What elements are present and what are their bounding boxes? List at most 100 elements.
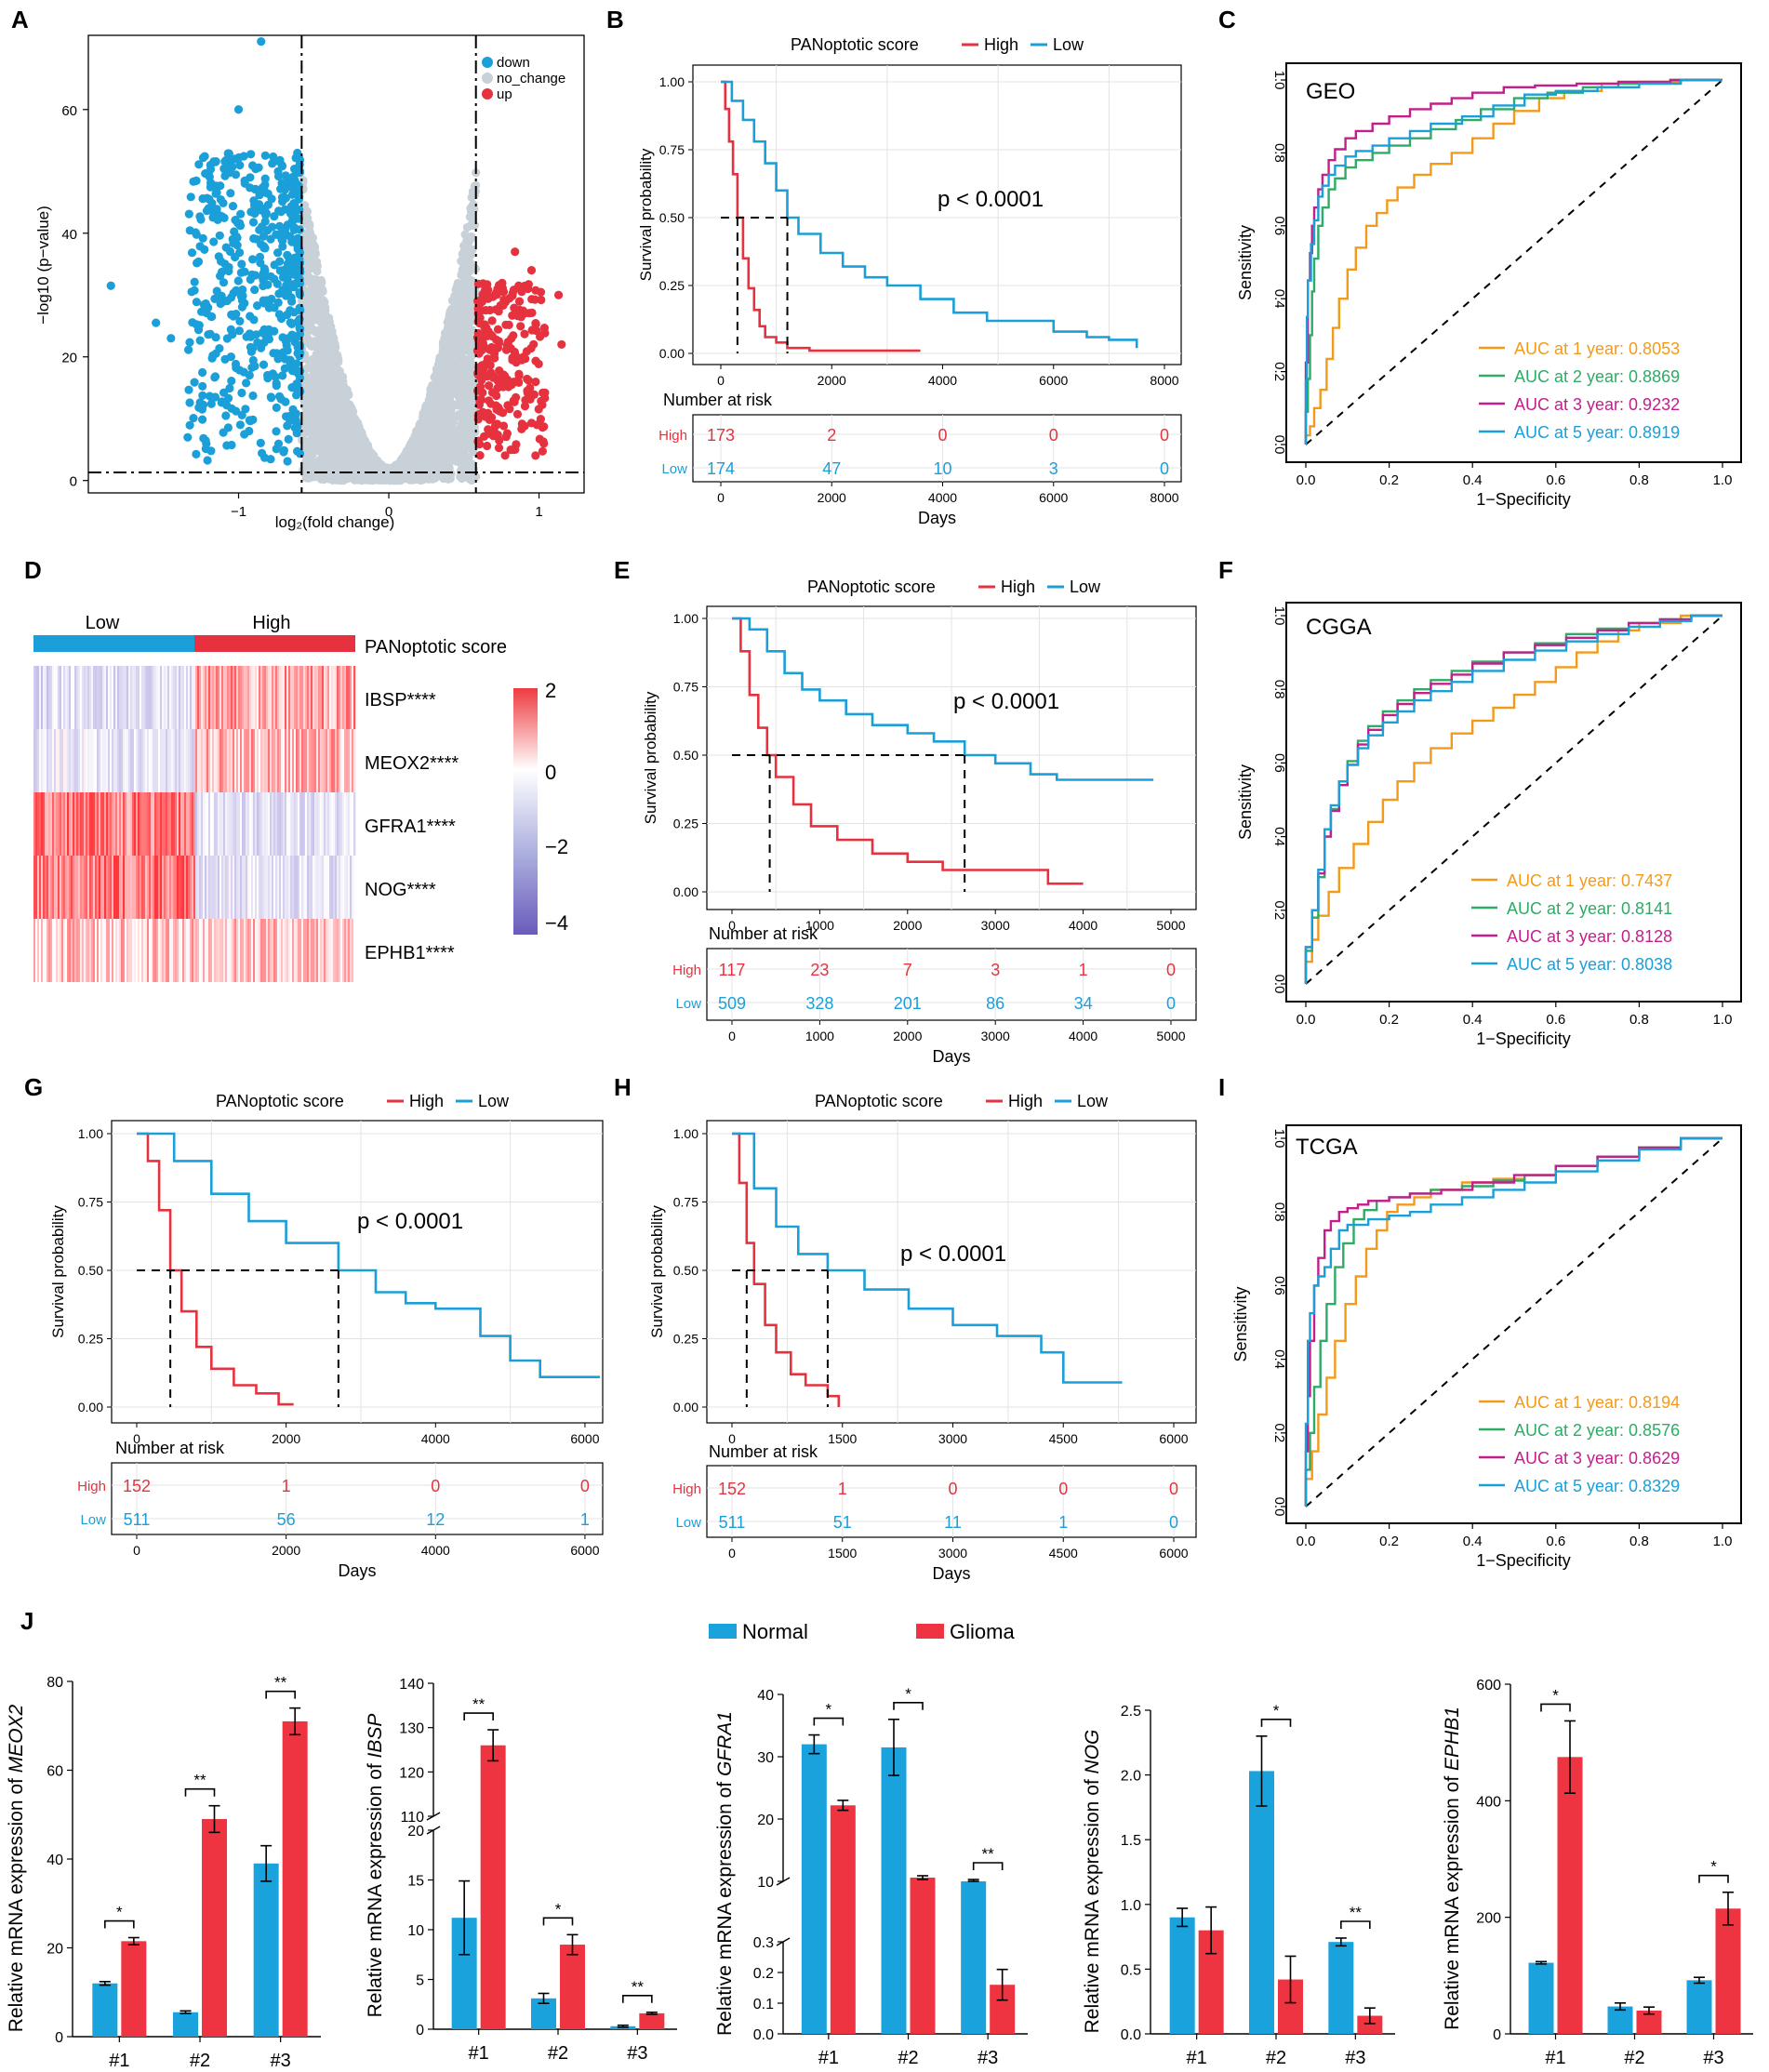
point-no-change [445, 463, 454, 472]
heatmap-cell [216, 729, 219, 792]
risk-value: 1 [1079, 961, 1088, 979]
x-tick-label: −1 [231, 504, 246, 520]
heatmap-cell [292, 729, 295, 792]
heatmap-cell [117, 729, 120, 792]
point-up [538, 446, 548, 456]
x-tick-label: 4000 [421, 1431, 450, 1446]
point-down [190, 378, 199, 387]
point-up [536, 415, 546, 424]
y-tick-label: 0.0 [1271, 435, 1287, 455]
heatmap-cell [238, 666, 241, 729]
point-down [285, 355, 294, 365]
point-down [281, 397, 290, 406]
point-down [198, 194, 207, 204]
point-down [225, 383, 234, 393]
point-no-change [326, 436, 336, 445]
point-up [511, 247, 520, 257]
point-down [289, 283, 299, 292]
legend-dot [482, 88, 493, 100]
heatmap-cell [78, 666, 81, 729]
heatmap-cell [236, 666, 239, 729]
heatmap-cell [255, 666, 258, 729]
heatmap-cell [262, 666, 265, 729]
x-tick-label: 6000 [1039, 373, 1068, 388]
heatmap-cell [270, 666, 273, 729]
heatmap-cell [331, 729, 334, 792]
heatmap-cell [97, 729, 100, 792]
heatmap-cell [112, 666, 114, 729]
point-down [246, 312, 255, 321]
x-tick-label: 4000 [421, 1543, 450, 1558]
risk-value: 1 [580, 1510, 590, 1529]
heatmap-cell [214, 729, 217, 792]
point-down [260, 151, 270, 160]
x-tick-label: 0.6 [1546, 1534, 1565, 1549]
heatmap-cell [259, 666, 261, 729]
point-no-change [458, 473, 467, 484]
point-down [219, 198, 228, 207]
x-axis-label: Days [338, 1561, 376, 1580]
heatmap-cell [350, 666, 352, 729]
point-down [227, 440, 236, 450]
y-tick-label: 0.2 [1271, 1423, 1287, 1442]
heatmap-cell [113, 729, 116, 792]
heatmap-cell [175, 729, 178, 792]
point-down [259, 299, 269, 308]
legend-label-low: Low [1053, 35, 1084, 54]
y-tick-label: 0.2 [1271, 900, 1287, 920]
point-up [523, 374, 532, 384]
y-tick-label: 0.25 [659, 278, 685, 293]
x-tick-label: 8000 [1150, 373, 1178, 388]
heatmap-cell [249, 666, 252, 729]
heatmap-cell [160, 729, 163, 792]
point-down [252, 206, 261, 215]
heatmap-cell [326, 666, 328, 729]
y-tick-label: 0.0 [1271, 1497, 1287, 1517]
risk-row-label: Low [661, 461, 687, 477]
heatmap-cell [47, 666, 49, 729]
heatmap-cell [266, 729, 269, 792]
y-tick-label: 0.4 [1271, 1349, 1287, 1369]
heatmap-cell [136, 666, 139, 729]
heatmap-cell [84, 729, 86, 792]
x-tick-label: 4000 [1069, 1029, 1097, 1043]
heatmap-cell [348, 666, 351, 729]
point-down [207, 353, 217, 363]
plot-frame [706, 1120, 1197, 1424]
point-up [525, 383, 535, 392]
point-down [258, 448, 267, 458]
point-down [186, 193, 195, 202]
point-down [280, 364, 289, 373]
point-no-change [460, 355, 470, 365]
x-tick-label: 3000 [981, 918, 1010, 933]
heatmap-cell [301, 666, 304, 729]
point-up [500, 451, 510, 460]
heatmap-cell [37, 666, 40, 729]
x-tick-label: 4000 [928, 490, 957, 505]
point-down [233, 105, 244, 114]
heatmap-cell [108, 666, 111, 729]
point-no-change [324, 362, 333, 371]
p-value: p < 0.0001 [357, 1209, 463, 1234]
heatmap-cell [73, 729, 75, 792]
heatmap-cell [309, 729, 312, 792]
km-panel-E: PANoptotic score High Low0.000.250.500.751… [642, 578, 1197, 1066]
risk-value: 3 [1049, 459, 1058, 478]
point-no-change [301, 458, 311, 467]
y-tick-label: 0.75 [78, 1195, 103, 1210]
point-no-change [308, 450, 317, 459]
heatmap-cell [67, 729, 70, 792]
point-up [494, 337, 504, 346]
heatmap-cell [286, 666, 289, 729]
heatmap-cell [99, 729, 101, 792]
heatmap-cell [206, 666, 209, 729]
y-tick-label: 0.00 [673, 1400, 698, 1415]
heatmap-cell [121, 729, 124, 792]
point-up [537, 295, 546, 305]
legend-label-high: High [984, 35, 1018, 54]
heatmap-cell [153, 729, 155, 792]
point-down [283, 457, 292, 466]
heatmap-cell [247, 729, 250, 792]
heatmap-cell [117, 666, 120, 729]
